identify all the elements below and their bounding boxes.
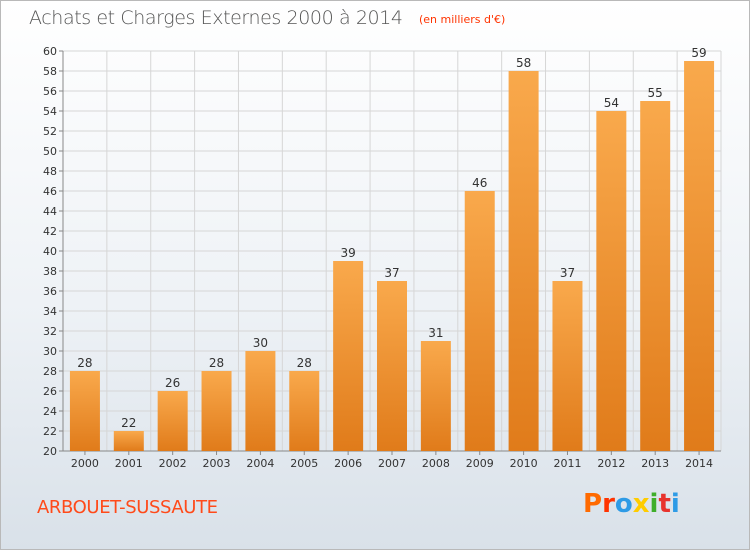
y-tick-label: 34	[43, 305, 57, 318]
x-tick-label: 2001	[115, 457, 143, 470]
x-tick-label: 2013	[641, 457, 669, 470]
commune-name: ARBOUET-SUSSAUTE	[37, 497, 218, 518]
y-tick-label: 60	[43, 45, 57, 58]
logo-letter: x	[632, 489, 650, 519]
data-labels: 28 22 26 28 30 28 39 37 31 46 58 37 54 55 59	[77, 46, 706, 430]
bar	[640, 101, 671, 451]
data-label: 28	[77, 356, 92, 370]
y-tick-label: 26	[43, 385, 57, 398]
x-tick-label: 2003	[203, 457, 231, 470]
bar	[201, 371, 232, 451]
x-tick-label: 2012	[597, 457, 625, 470]
y-tick-label: 50	[43, 145, 57, 158]
bar	[157, 391, 188, 451]
y-tick-label: 36	[43, 285, 57, 298]
x-tick-label: 2009	[466, 457, 494, 470]
data-label: 39	[340, 246, 355, 260]
bar	[289, 371, 320, 451]
x-tick-label: 2005	[290, 457, 318, 470]
data-label: 46	[472, 176, 487, 190]
bar	[552, 281, 583, 451]
x-tick-label: 2006	[334, 457, 362, 470]
logo-letter: i	[670, 489, 680, 519]
data-label: 58	[516, 56, 531, 70]
y-tick-label: 58	[43, 65, 57, 78]
y-tick-label: 24	[43, 405, 57, 418]
bar	[333, 261, 364, 451]
chart-subtitle: (en milliers d'€)	[419, 13, 506, 26]
bar	[508, 71, 539, 451]
x-tick-label: 2000	[71, 457, 99, 470]
data-label: 30	[253, 336, 268, 350]
y-tick-label: 30	[43, 345, 57, 358]
y-tick-label: 28	[43, 365, 57, 378]
logo-letter: o	[614, 489, 633, 519]
y-tick-label: 20	[43, 445, 57, 458]
bar	[377, 281, 407, 451]
y-tick-label: 56	[43, 85, 57, 98]
x-tick-label: 2010	[510, 457, 538, 470]
y-tick-label: 42	[43, 225, 57, 238]
bar	[420, 341, 451, 451]
data-label: 37	[384, 266, 399, 280]
bar	[464, 191, 495, 451]
bar	[245, 351, 276, 451]
bar	[69, 371, 100, 451]
chart-title: Achats et Charges Externes 2000 à 2014	[29, 7, 403, 29]
data-label: 31	[428, 326, 443, 340]
y-tick-label: 54	[43, 105, 57, 118]
bars	[69, 61, 715, 451]
x-tick-label: 2007	[378, 457, 406, 470]
data-label: 37	[560, 266, 575, 280]
y-tick-label: 38	[43, 265, 57, 278]
y-tick-label: 44	[43, 205, 57, 218]
data-label: 22	[121, 416, 136, 430]
bar	[113, 431, 144, 451]
y-tick-label: 52	[43, 125, 57, 138]
x-tick-label: 2008	[422, 457, 450, 470]
y-tick-labels: 20 22 24 26 28 30 32 34 36 38 40 42 44 46 48 50 52 54 56 58…	[43, 45, 57, 458]
bar	[684, 61, 715, 451]
data-label: 55	[648, 86, 663, 100]
y-tick-label: 40	[43, 245, 57, 258]
data-label: 59	[691, 46, 706, 60]
data-label: 54	[604, 96, 619, 110]
y-tick-label: 22	[43, 425, 57, 438]
logo-letter: i	[649, 489, 659, 519]
y-tick-label: 32	[43, 325, 57, 338]
x-tick-label: 2002	[159, 457, 187, 470]
data-label: 28	[209, 356, 224, 370]
data-label: 26	[165, 376, 180, 390]
logo-letter: P	[583, 489, 603, 519]
x-tick-label: 2014	[685, 457, 713, 470]
logo-letter: r	[602, 489, 615, 519]
x-tick-label: 2004	[246, 457, 274, 470]
y-tick-label: 48	[43, 165, 57, 178]
logo-letter: t	[658, 489, 671, 519]
x-tick-labels: 2000 2001 2002 2003 2004 2005 2006 2007 2008 2009…	[71, 457, 713, 470]
x-tick-label: 2011	[553, 457, 581, 470]
data-label: 28	[297, 356, 312, 370]
proxiti-logo[interactable]: Proxiti	[583, 489, 680, 519]
bar	[596, 111, 627, 451]
y-tick-label: 46	[43, 185, 57, 198]
